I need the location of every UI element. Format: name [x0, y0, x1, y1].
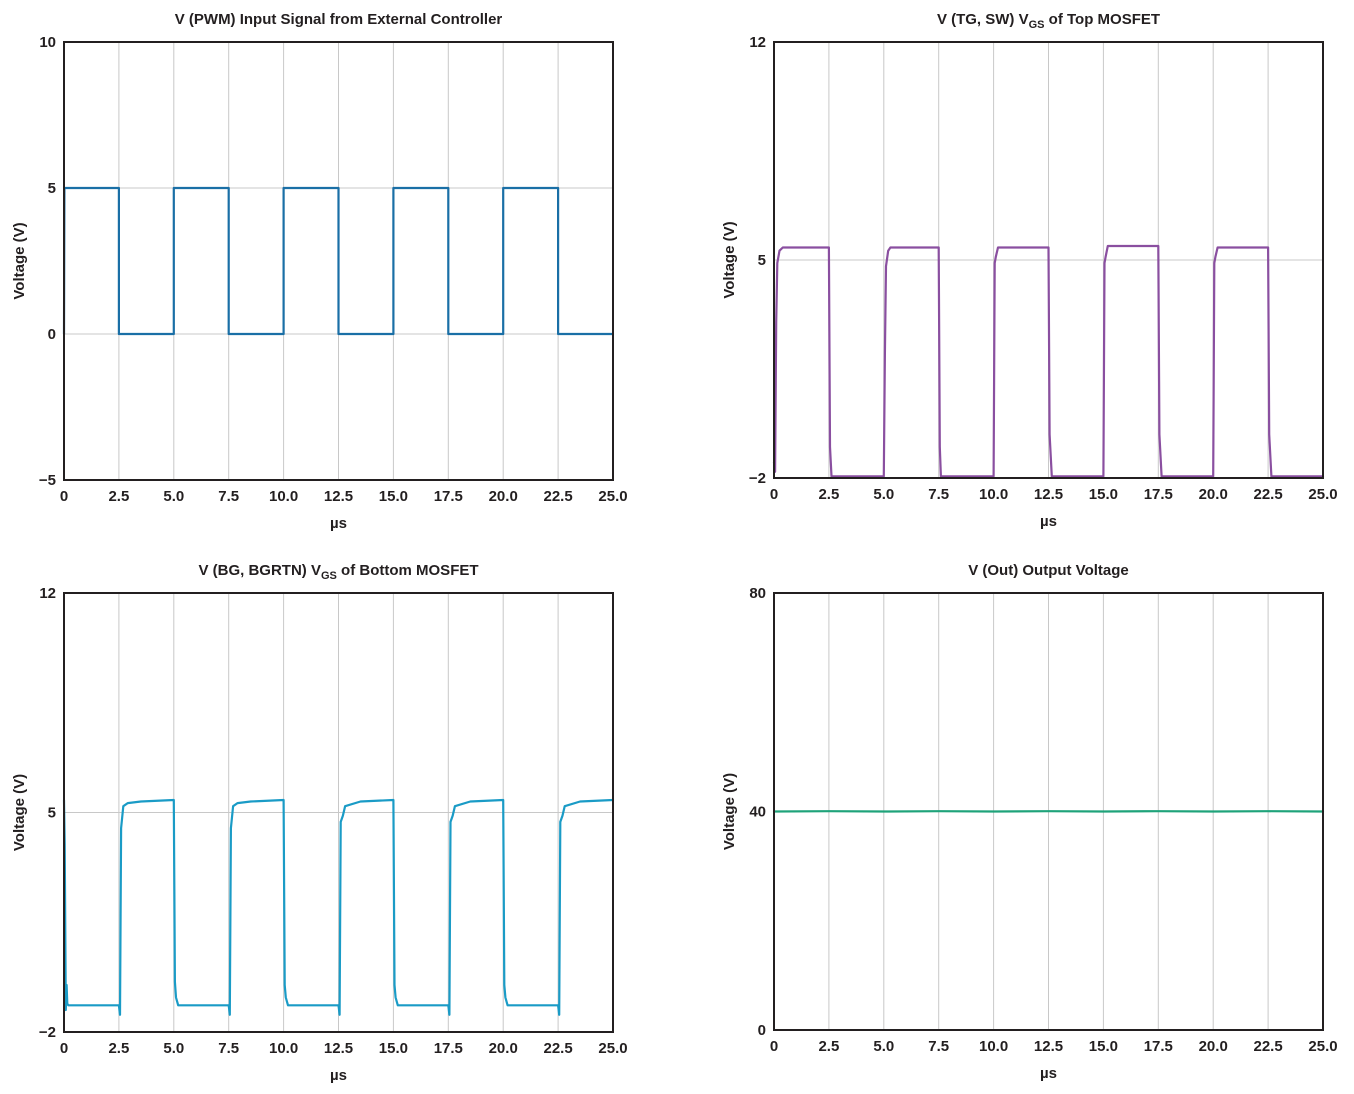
y-tick-label: −2: [39, 1024, 56, 1041]
x-tick-label: 12.5: [324, 1040, 353, 1057]
x-tick-label: 5.0: [163, 1040, 184, 1057]
y-tick-label: 80: [749, 585, 766, 602]
x-tick-label: 20.0: [1199, 1038, 1228, 1055]
chart-panel-2: V (TG, SW) VGS of Top MOSFET 0 2.5 5.0 7.5 10…: [721, 11, 1338, 530]
plot-frame: [63, 41, 614, 481]
chart-title-main: V (PWM) Input Signal from External Contr…: [175, 11, 503, 28]
plot-frame: [773, 592, 1324, 1031]
x-tick-label: 10.0: [269, 1040, 298, 1057]
x-tick-label: 15.0: [379, 1040, 408, 1057]
chart-title-tail: of Top MOSFET: [1045, 11, 1161, 28]
x-tick-label: 17.5: [434, 1040, 463, 1057]
x-tick-label: 22.5: [1253, 1038, 1282, 1055]
chart-panel-1: V (PWM) Input Signal from External Contr…: [11, 11, 628, 532]
y-axis-label: Voltage (V): [721, 221, 738, 298]
x-tick-label: 0: [770, 1038, 778, 1055]
x-tick-label: 10.0: [269, 488, 298, 505]
plot-frame: [773, 41, 1324, 479]
x-tick-label: 12.5: [324, 488, 353, 505]
x-tick-label: 12.5: [1034, 1038, 1063, 1055]
chart-title-main: V (BG, BGRTN) V: [198, 562, 321, 579]
x-tick-label: 5.0: [873, 486, 894, 503]
x-tick-label: 22.5: [1253, 486, 1282, 503]
chart-panel-3: V (BG, BGRTN) VGS of Bottom MOSFET 0 2.5 5.…: [11, 562, 628, 1084]
chart-title: V (BG, BGRTN) VGS of Bottom MOSFET: [198, 562, 478, 582]
x-tick-label: 25.0: [1308, 1038, 1337, 1055]
x-axis-label: µs: [330, 515, 347, 532]
x-tick-label: 5.0: [873, 1038, 894, 1055]
x-tick-label: 0: [60, 1040, 68, 1057]
x-tick-label: 7.5: [928, 1038, 949, 1055]
y-axis-label: Voltage (V): [11, 222, 28, 299]
y-tick-label: 0: [758, 1022, 766, 1039]
x-tick-label: 2.5: [818, 486, 839, 503]
y-axis-label: Voltage (V): [11, 774, 28, 851]
x-tick-label: 10.0: [979, 486, 1008, 503]
y-tick-label: 40: [749, 804, 766, 821]
x-tick-label: 2.5: [818, 1038, 839, 1055]
y-tick-label: 10: [39, 34, 56, 51]
x-tick-label: 7.5: [928, 486, 949, 503]
x-tick-label: 10.0: [979, 1038, 1008, 1055]
x-tick-label: 2.5: [108, 488, 129, 505]
x-tick-label: 15.0: [379, 488, 408, 505]
y-tick-label: −2: [749, 470, 766, 487]
y-tick-label: −5: [39, 472, 56, 489]
chart-title-subscript: GS: [321, 570, 337, 582]
y-axis-label: Voltage (V): [721, 773, 738, 850]
y-tick-label: 5: [48, 805, 56, 822]
x-tick-label: 25.0: [598, 488, 627, 505]
x-tick-label: 7.5: [218, 488, 239, 505]
x-tick-label: 17.5: [1144, 1038, 1173, 1055]
y-tick-label: 5: [758, 252, 766, 269]
series-line-1-1: [62, 186, 615, 336]
x-tick-label: 7.5: [218, 1040, 239, 1057]
x-axis-label: µs: [1040, 1065, 1057, 1082]
x-tick-label: 22.5: [543, 488, 572, 505]
y-tick-label: 0: [48, 326, 56, 343]
chart-title: V (Out) Output Voltage: [968, 562, 1129, 579]
x-tick-label: 0: [770, 486, 778, 503]
x-tick-label: 12.5: [1034, 486, 1063, 503]
chart-title-main: V (TG, SW) V: [937, 11, 1029, 28]
x-tick-label: 5.0: [163, 488, 184, 505]
x-tick-label: 20.0: [489, 1040, 518, 1057]
chart-panel-4: V (Out) Output Voltage 0 2.5 5.0 7.5 10.0 12.5…: [721, 562, 1338, 1082]
x-tick-label: 25.0: [598, 1040, 627, 1057]
chart-title: V (TG, SW) VGS of Top MOSFET: [937, 11, 1160, 31]
chart-title-tail: of Bottom MOSFET: [337, 562, 479, 579]
y-tick-label: 12: [39, 585, 56, 602]
x-tick-label: 15.0: [1089, 1038, 1118, 1055]
x-tick-label: 2.5: [108, 1040, 129, 1057]
y-tick-label: 5: [48, 180, 56, 197]
x-tick-label: 22.5: [543, 1040, 572, 1057]
chart-title-main: V (Out) Output Voltage: [968, 562, 1129, 579]
plot-frame: [63, 592, 614, 1033]
chart-title: V (PWM) Input Signal from External Contr…: [175, 11, 503, 28]
chart-title-subscript: GS: [1029, 19, 1045, 31]
x-tick-label: 25.0: [1308, 486, 1337, 503]
x-tick-label: 0: [60, 488, 68, 505]
x-tick-label: 20.0: [1199, 486, 1228, 503]
x-axis-label: µs: [330, 1067, 347, 1084]
x-tick-label: 17.5: [1144, 486, 1173, 503]
series-line-3-1: [62, 798, 615, 1016]
series-line-2-1: [772, 244, 1325, 478]
x-tick-label: 17.5: [434, 488, 463, 505]
x-tick-label: 15.0: [1089, 486, 1118, 503]
x-axis-label: µs: [1040, 513, 1057, 530]
x-tick-label: 20.0: [489, 488, 518, 505]
y-tick-label: 12: [749, 34, 766, 51]
